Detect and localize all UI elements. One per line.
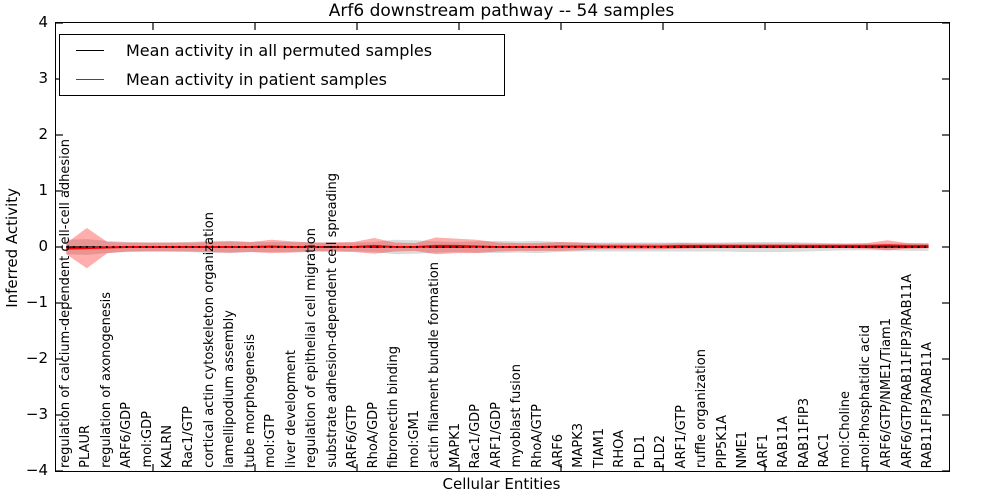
y-tick-label: 3 xyxy=(38,69,48,87)
legend: Mean activity in all permuted samples Me… xyxy=(59,34,505,96)
x-tick-label: ARF1/GTP xyxy=(673,404,689,468)
x-tick-label: ARF6/GTP xyxy=(345,404,361,468)
x-tick-label: ARF6/GTP/RAB11FIP3/RAB11A xyxy=(899,273,915,468)
x-tick-label: RAC1 xyxy=(817,433,833,468)
x-tick-label: ARF6/GDP xyxy=(119,402,135,468)
x-tick-label: PIP5K1A xyxy=(714,414,730,468)
x-tick-label: ruffle organization xyxy=(694,348,710,468)
permuted-line-swatch xyxy=(76,50,104,51)
x-tick-label: cortical actin cytoskeleton organization xyxy=(201,212,217,468)
patient-mean-line xyxy=(66,244,929,250)
y-tick-label: 0 xyxy=(38,237,48,255)
x-tick-label: TIAM1 xyxy=(591,427,607,468)
x-tick-label: lamellipodium assembly xyxy=(222,310,238,468)
x-tick-label: fibronectin binding xyxy=(386,345,402,468)
x-tick-label: tube morphogenesis xyxy=(242,334,258,468)
x-tick-label: mol:GDP xyxy=(139,411,155,468)
x-tick-label: RhoA/GDP xyxy=(365,401,381,468)
patient-band xyxy=(66,227,929,269)
x-tick-label: MAPK1 xyxy=(447,423,463,468)
x-tick-label: liver development xyxy=(283,349,299,468)
y-tick-label: −4 xyxy=(25,461,48,479)
x-tick-label: ARF1/GDP xyxy=(488,402,504,468)
y-tick-label: 4 xyxy=(38,13,48,31)
x-tick-label: ARF6/GTP/NME1/Tiam1 xyxy=(879,318,894,468)
x-tick-label: ARF1 xyxy=(755,434,771,468)
y-tick-label: −1 xyxy=(25,293,48,311)
x-tick-label: PLD1 xyxy=(632,434,648,468)
legend-item-patient: Mean activity in patient samples xyxy=(60,65,504,94)
x-tick-label: KALRN xyxy=(160,424,176,468)
x-tick-label: RAB11FIP3 xyxy=(796,397,812,468)
x-tick-label: RhoA/GTP xyxy=(529,404,545,468)
x-tick-label: RAB11FIP3/RAB11A xyxy=(920,341,936,468)
x-tick-label: NME1 xyxy=(735,430,751,468)
x-tick-label: RAB11A xyxy=(776,416,792,468)
x-tick-label: MAPK3 xyxy=(571,423,587,468)
chart-title: Arf6 downstream pathway -- 54 samples xyxy=(328,1,675,21)
legend-label-patient: Mean activity in patient samples xyxy=(126,70,387,89)
x-tick-label: mol:GM1 xyxy=(406,409,422,468)
plot-area xyxy=(55,22,950,472)
x-tick-label: Rac1/GDP xyxy=(468,403,484,468)
x-tick-label: mol:GTP xyxy=(263,414,279,468)
legend-label-permuted: Mean activity in all permuted samples xyxy=(126,41,433,60)
x-tick-label: PLAUR xyxy=(78,425,94,468)
x-tick-label: regulation of epithelial cell migration xyxy=(304,227,320,468)
x-tick-label: Rac1/GTP xyxy=(180,406,196,468)
x-tick-label: substrate adhesion-dependent cell spread… xyxy=(324,173,340,468)
x-tick-label: mol:Phosphatidic acid xyxy=(858,325,874,468)
patient-line-swatch xyxy=(76,79,104,80)
y-tick-label: 2 xyxy=(38,125,48,143)
x-tick-label: regulation of calcium-dependent cell-cel… xyxy=(57,139,73,468)
x-tick-label: regulation of axonogenesis xyxy=(98,292,114,468)
x-tick-label: RHOA xyxy=(612,430,628,468)
x-tick-label: PLD2 xyxy=(653,434,669,468)
x-axis-title: Cellular Entities xyxy=(442,475,561,493)
x-tick-label: actin filament bundle formation xyxy=(427,262,443,468)
x-tick-label: mol:Choline xyxy=(837,390,853,468)
legend-item-permuted: Mean activity in all permuted samples xyxy=(60,36,504,65)
x-tick-label: myoblast fusion xyxy=(509,364,525,468)
x-tick-label: ARF6 xyxy=(550,434,566,468)
y-tick-label: −2 xyxy=(25,349,48,367)
y-tick-label: 1 xyxy=(38,181,48,199)
y-tick-label: −3 xyxy=(25,405,48,423)
chart-canvas xyxy=(56,23,949,471)
